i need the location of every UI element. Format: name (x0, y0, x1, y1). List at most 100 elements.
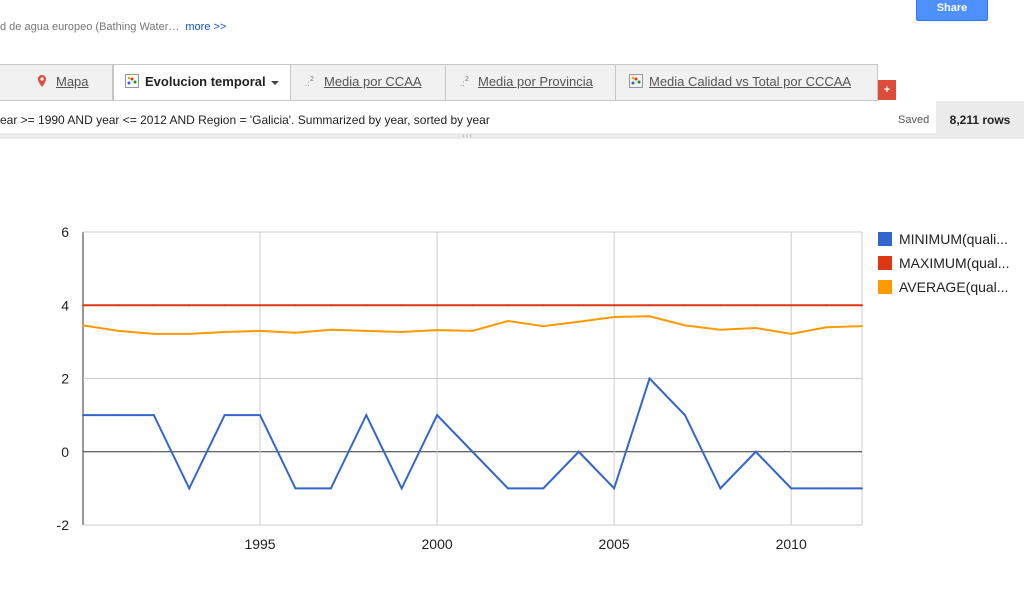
tab-label: Mapa (56, 74, 89, 89)
data-point (825, 487, 828, 490)
data-point (719, 487, 722, 490)
data-point (152, 304, 155, 307)
resize-grip-icon[interactable]: ‹‹‹ (462, 131, 473, 140)
legend-swatch (878, 232, 892, 246)
tab-evolucion-temporal[interactable]: Evolucion temporal (113, 64, 291, 101)
data-point (400, 487, 403, 490)
data-point (506, 304, 509, 307)
data-point (577, 304, 580, 307)
svg-text:2: 2 (310, 76, 314, 83)
data-point (188, 487, 191, 490)
save-status: Saved (898, 114, 930, 126)
tab-label: Media por Provincia (478, 74, 593, 89)
chart-icon (125, 74, 139, 88)
data-point (542, 304, 545, 307)
data-point (117, 304, 120, 307)
tab-mapa[interactable]: Mapa (0, 64, 113, 100)
data-point (506, 487, 509, 490)
data-point (471, 450, 474, 453)
svg-text:.:: .: (460, 79, 464, 88)
data-point (790, 304, 793, 307)
data-point (613, 487, 616, 490)
data-point (436, 304, 439, 307)
chevron-down-icon[interactable] (270, 80, 279, 85)
data-point (683, 304, 686, 307)
data-point (223, 304, 226, 307)
tab-media-por-ccaa[interactable]: .: 2 Media por CCAA (290, 64, 446, 100)
y-tick-label: 4 (61, 297, 69, 313)
data-point (329, 328, 332, 331)
data-point (719, 328, 722, 331)
series-line-minimum (83, 376, 862, 491)
data-point (790, 332, 793, 335)
data-point (613, 315, 616, 318)
filter-bar-shadow (0, 133, 936, 139)
data-point (577, 450, 580, 453)
data-point (542, 487, 545, 490)
data-point (542, 325, 545, 328)
data-point (365, 414, 368, 417)
data-point (861, 304, 863, 307)
y-tick-label: 0 (61, 444, 69, 460)
x-tick-label: 2005 (599, 536, 630, 552)
data-point (861, 487, 863, 490)
data-point (152, 332, 155, 335)
legend-label: AVERAGE(qual... (899, 279, 1009, 295)
data-point (294, 331, 297, 334)
add-tab-button[interactable]: + (878, 80, 896, 100)
legend-swatch (878, 256, 892, 270)
data-point (223, 330, 226, 333)
tab-divider (0, 100, 878, 101)
data-point (719, 304, 722, 307)
tab-bar: Mapa Evolucion temporal .: 2 Media por CC… (0, 64, 1024, 101)
legend-label: MINIMUM(quali... (899, 231, 1008, 247)
row-count: 8,211 rows (936, 101, 1024, 139)
data-point (400, 330, 403, 333)
data-point (329, 304, 332, 307)
tab-media-por-provincia[interactable]: .: 2 Media por Provincia (445, 64, 616, 100)
line-chart: -2 0 2 4 6 1995 2000 2005 2010 (57, 224, 863, 552)
description-text: d de agua europeo (Bathing Water… (0, 21, 180, 33)
data-point (117, 329, 120, 332)
data-point (648, 304, 651, 307)
data-point (188, 332, 191, 335)
svg-text:2: 2 (465, 76, 469, 83)
data-point (294, 304, 297, 307)
x-tick-label: 2010 (776, 536, 807, 552)
chart-icon (629, 74, 643, 88)
y-tick-label: 6 (61, 224, 69, 240)
data-point (259, 329, 262, 332)
legend-swatch (878, 280, 892, 294)
data-point (117, 414, 120, 417)
data-point (683, 414, 686, 417)
data-point (436, 414, 439, 417)
data-point (259, 304, 262, 307)
data-point (648, 377, 651, 380)
data-point (577, 320, 580, 323)
data-point (861, 325, 863, 328)
data-point (648, 315, 651, 318)
data-point (754, 304, 757, 307)
y-tick-label: -2 (57, 517, 70, 533)
data-point (365, 329, 368, 332)
top-bar: d de agua europeo (Bathing Water… more >>… (0, 0, 1024, 60)
data-point (754, 450, 757, 453)
x-tick-label: 1995 (244, 536, 275, 552)
filter-summary[interactable]: ear >= 1990 AND year <= 2012 AND Region … (0, 113, 490, 127)
data-point (259, 414, 262, 417)
table-description: d de agua europeo (Bathing Water… more >> (0, 21, 226, 33)
share-button[interactable]: Share (916, 0, 988, 21)
tab-media-calidad-vs-total[interactable]: Media Calidad vs Total por CCCAA (615, 64, 878, 100)
svg-text:.:: .: (305, 79, 309, 88)
data-point (188, 304, 191, 307)
tab-label: Media Calidad vs Total por CCCAA (649, 74, 852, 89)
more-link[interactable]: more >> (185, 21, 227, 33)
data-point (825, 304, 828, 307)
data-point (152, 414, 155, 417)
data-point (294, 487, 297, 490)
data-point (82, 304, 84, 307)
data-point (613, 304, 616, 307)
y-tick-label: 2 (61, 371, 69, 387)
data-point (754, 326, 757, 329)
data-point (329, 487, 332, 490)
